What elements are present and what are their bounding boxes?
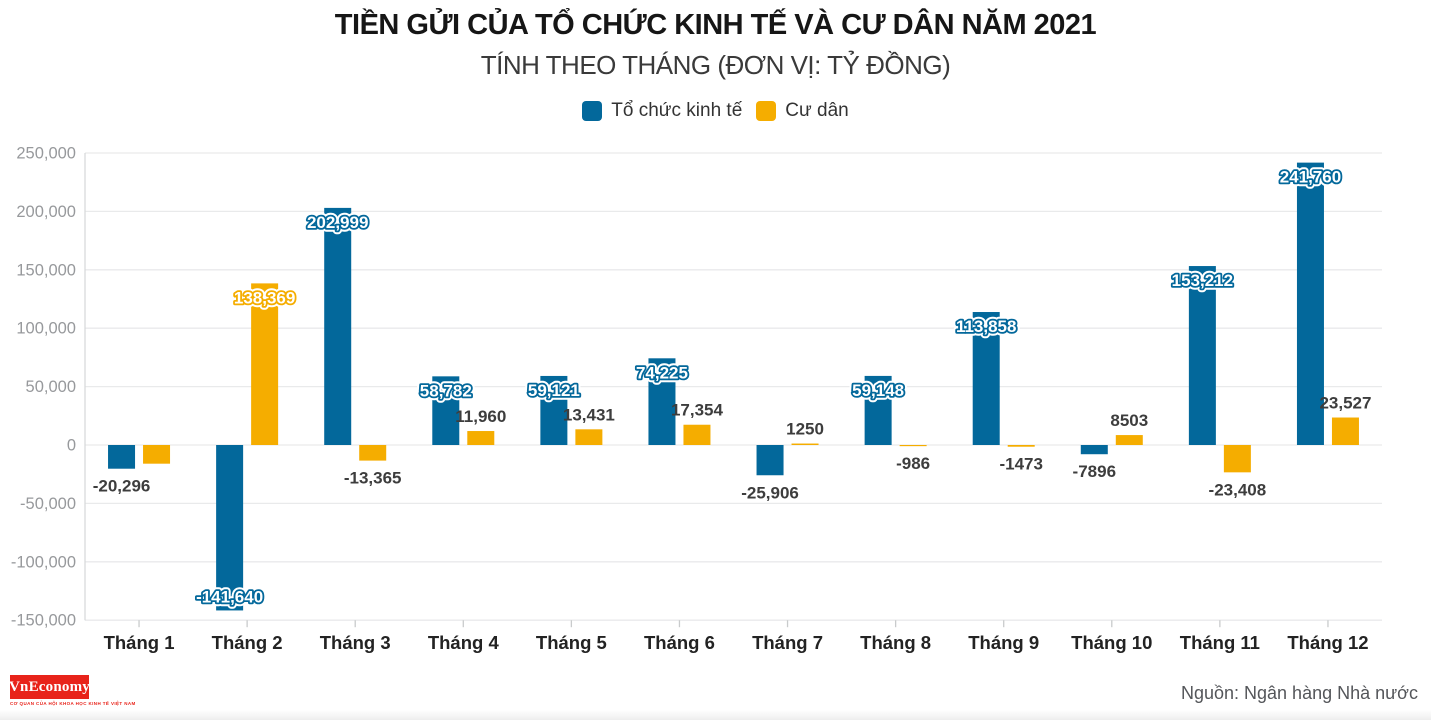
bar-value-label: -1473	[999, 455, 1042, 474]
x-axis-label: Tháng 7	[752, 632, 823, 653]
legend-label-cu-dan: Cư dân	[785, 100, 849, 121]
bar-value-label-halo: 153,212	[1172, 271, 1233, 290]
bar-cu-dan	[791, 443, 819, 445]
bar-value-label: -25,906	[741, 483, 799, 502]
bar-value-label: -7896	[1073, 462, 1116, 481]
bar-to-chuc-kinh-te	[216, 445, 244, 611]
bar-value-label: 113,858	[956, 317, 1017, 336]
bar-cu-dan	[1331, 417, 1359, 445]
bar-to-chuc-kinh-te	[432, 376, 460, 445]
chart-subtitle: TÍNH THEO THÁNG (ĐƠN VỊ: TỶ ĐỒNG)	[480, 50, 951, 80]
x-axis-label: Tháng 9	[968, 632, 1039, 653]
bar-to-chuc-kinh-te	[540, 375, 568, 445]
x-axis-label: Tháng 11	[1180, 632, 1260, 653]
bar-cu-dan	[359, 445, 387, 461]
vneconomy-logo: VnEconomy CƠ QUAN CỦA HỘI KHOA HỌC KINH …	[9, 675, 136, 706]
bar-value-label: 202,999	[307, 213, 368, 232]
bar-to-chuc-kinh-te	[972, 312, 1000, 445]
y-axis-tick-label: 100,000	[16, 320, 76, 338]
legend-label-to-chuc-kinh-te: Tổ chức kinh tế	[611, 100, 743, 121]
bar-to-chuc-kinh-te	[324, 207, 352, 445]
bar-value-label: 59,148	[852, 381, 904, 400]
x-axis-label: Tháng 5	[536, 632, 607, 653]
x-axis-label: Tháng 3	[320, 632, 391, 653]
vneconomy-logo-text: VnEconomy	[9, 678, 90, 695]
bar-to-chuc-kinh-te	[864, 375, 892, 445]
bar-value-label: -23,408	[1209, 480, 1267, 499]
bar-value-label-halo: 74,225	[636, 363, 688, 382]
bar-value-label-halo: 138,369	[234, 288, 295, 307]
legend: Tổ chức kinh tế Cư dân	[0, 100, 1431, 122]
bar-value-label-halo: 113,858	[956, 317, 1017, 336]
y-axis-tick-label: -100,000	[11, 553, 76, 571]
vneconomy-logo-caption: CƠ QUAN CỦA HỘI KHOA HỌC KINH TẾ VIỆT NA…	[10, 701, 136, 706]
x-axis-label: Tháng 4	[428, 632, 500, 653]
bar-value-label: 13,431	[563, 405, 615, 424]
bar-cu-dan	[251, 283, 279, 445]
bar-value-label: 23,527	[1319, 394, 1371, 413]
bar-cu-dan	[1115, 435, 1143, 445]
bar-value-label: 8503	[1110, 411, 1148, 430]
legend-swatch-cu-dan	[756, 101, 777, 121]
bar-value-label: 138,369	[234, 288, 295, 307]
bar-to-chuc-kinh-te	[756, 445, 784, 476]
y-axis-tick-label: 200,000	[16, 203, 76, 221]
y-axis-tick-label: 250,000	[16, 145, 76, 163]
bar-value-label: 17,354	[671, 401, 724, 420]
x-axis-label: Tháng 1	[104, 632, 175, 653]
bar-cu-dan	[899, 445, 927, 447]
x-axis-label: Tháng 2	[212, 632, 283, 653]
x-axis-label: Tháng 12	[1287, 632, 1368, 653]
bar-value-label-halo: 59,148	[852, 381, 904, 400]
y-axis-tick-label: -50,000	[20, 495, 76, 513]
bar-cu-dan	[143, 445, 171, 464]
chart-title: TIỀN GỬI CỦA TỔ CHỨC KINH TẾ VÀ CƯ DÂN N…	[334, 9, 1097, 41]
bar-to-chuc-kinh-te	[108, 445, 136, 469]
bar-value-label: 153,212	[1172, 271, 1233, 290]
bar-value-label: 1250	[786, 420, 824, 439]
y-axis-tick-label: 50,000	[26, 378, 76, 396]
bar-value-label: -986	[896, 454, 930, 473]
bar-cu-dan	[1007, 445, 1035, 447]
y-axis-tick-label: 0	[67, 437, 76, 455]
y-axis-tick-label: 150,000	[16, 261, 76, 279]
bar-value-label: 11,960	[455, 407, 506, 426]
bar-cu-dan	[467, 431, 495, 445]
bar-to-chuc-kinh-te	[1296, 162, 1324, 445]
bar-to-chuc-kinh-te	[1188, 266, 1216, 445]
bar-value-label-halo: 241,760	[1280, 168, 1341, 187]
bar-cu-dan	[683, 424, 711, 445]
bar-value-label: -20,296	[93, 477, 151, 496]
bar-cu-dan	[1223, 445, 1251, 473]
bar-value-label: 58,782	[420, 381, 472, 400]
x-axis-label: Tháng 8	[860, 632, 931, 653]
bar-value-label: -141,640	[196, 587, 263, 606]
bar-value-label-halo: 59,121	[528, 381, 580, 400]
bar-value-label: 59,121	[528, 381, 580, 400]
bar-value-label-halo: 202,999	[307, 213, 368, 232]
bar-value-label: 241,760	[1280, 168, 1341, 187]
y-axis-tick-label: -150,000	[11, 612, 76, 630]
source-note: Nguồn: Ngân hàng Nhà nước	[1180, 683, 1418, 703]
x-axis-label: Tháng 6	[644, 632, 715, 653]
bar-value-label: -13,365	[344, 469, 402, 488]
bar-to-chuc-kinh-te	[1080, 445, 1108, 455]
x-axis-label: Tháng 10	[1071, 632, 1152, 653]
bar-value-label: 74,225	[636, 363, 688, 382]
bar-to-chuc-kinh-te	[648, 358, 676, 445]
legend-swatch-to-chuc-kinh-te	[582, 101, 603, 121]
bar-cu-dan	[575, 429, 603, 445]
bar-value-label-halo: 58,782	[420, 381, 472, 400]
vneconomy-logo-box: VnEconomy	[9, 675, 90, 699]
bar-value-label-halo: -141,640	[196, 587, 263, 606]
